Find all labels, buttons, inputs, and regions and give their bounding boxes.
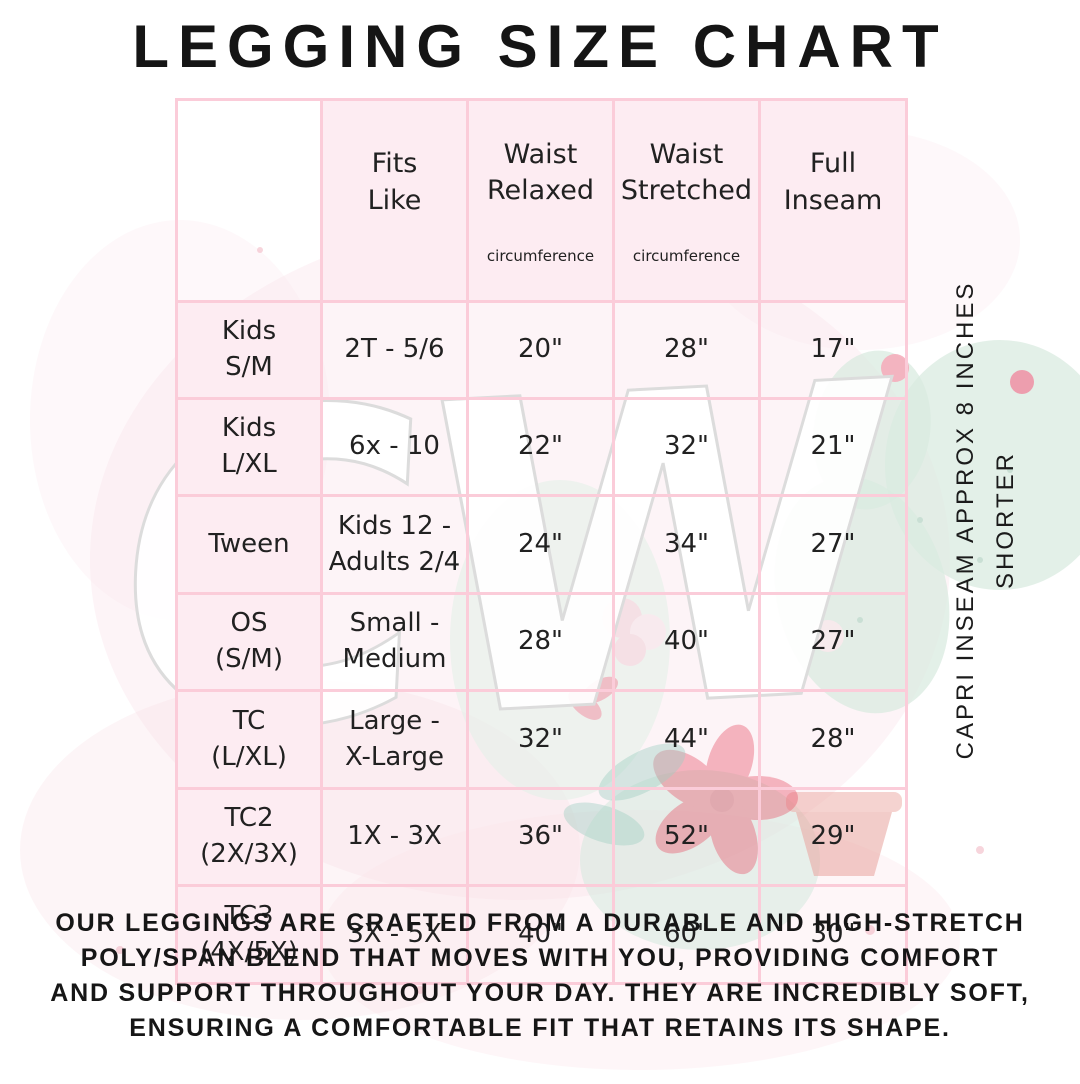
full-inseam-cell: 28" xyxy=(758,689,908,790)
column-header-fits-like: Fits Like xyxy=(320,98,469,303)
fits-like-cell: 3X - 5X xyxy=(320,884,469,985)
full-inseam-cell: 27" xyxy=(758,592,908,692)
table-row: Tween Kids 12 - Adults 2/4 24" 34" 27" xyxy=(175,494,908,595)
size-label-cell: TC2 (2X/3X) xyxy=(175,787,323,887)
table-row: TC3 (4X/5X) 3X - 5X 40" 60" 30" xyxy=(175,884,908,985)
waist-relaxed-cell: 40" xyxy=(466,884,615,985)
product-description: OUR LEGGINGS ARE CRAFTED FROM A DURABLE … xyxy=(50,909,1030,1042)
waist-relaxed-cell: 32" xyxy=(466,689,615,790)
waist-relaxed-cell: 36" xyxy=(466,787,615,887)
waist-relaxed-cell: 20" xyxy=(466,300,615,400)
corner-cell xyxy=(175,98,323,303)
column-header-subtext: circumference xyxy=(632,246,741,265)
size-label-cell: Kids S/M xyxy=(175,300,323,400)
waist-stretched-cell: 28" xyxy=(612,300,761,400)
fits-like-cell: 2T - 5/6 xyxy=(320,300,469,400)
fits-like-cell: 1X - 3X xyxy=(320,787,469,887)
full-inseam-cell: 29" xyxy=(758,787,908,887)
column-header-label: Full Inseam xyxy=(783,148,883,216)
size-label-cell: TC3 (4X/5X) xyxy=(175,884,323,985)
fits-like-cell: Large - X-Large xyxy=(320,689,469,790)
waist-relaxed-cell: 28" xyxy=(466,592,615,692)
table-row: TC (L/XL) Large - X-Large 32" 44" 28" xyxy=(175,689,908,790)
column-header-waist-stretched: Waist Stretched circumference xyxy=(612,98,761,303)
size-label-cell: Tween xyxy=(175,494,323,595)
waist-relaxed-cell: 24" xyxy=(466,494,615,595)
waist-stretched-cell: 32" xyxy=(612,397,761,497)
size-label-cell: Kids L/XL xyxy=(175,397,323,497)
waist-stretched-cell: 34" xyxy=(612,494,761,595)
waist-stretched-cell: 40" xyxy=(612,592,761,692)
table-row: Kids L/XL 6x - 10 22" 32" 21" xyxy=(175,397,908,497)
waist-stretched-cell: 44" xyxy=(612,689,761,790)
full-inseam-cell: 21" xyxy=(758,397,908,497)
waist-relaxed-cell: 22" xyxy=(466,397,615,497)
column-header-label: Fits Like xyxy=(367,148,422,216)
full-inseam-cell: 27" xyxy=(758,494,908,595)
fits-like-cell: Kids 12 - Adults 2/4 xyxy=(320,494,469,595)
column-header-label: Waist Stretched xyxy=(620,138,753,207)
full-inseam-cell: 30" xyxy=(758,884,908,985)
column-header-waist-relaxed: Waist Relaxed circumference xyxy=(466,98,615,303)
waist-stretched-cell: 60" xyxy=(612,884,761,985)
cactus-flower-icon xyxy=(1010,370,1034,394)
table-row: Kids S/M 2T - 5/6 20" 28" 17" xyxy=(175,300,908,400)
table-row: OS (S/M) Small - Medium 28" 40" 27" xyxy=(175,592,908,692)
size-label-cell: OS (S/M) xyxy=(175,592,323,692)
table-row: TC2 (2X/3X) 1X - 3X 36" 52" 29" xyxy=(175,787,908,887)
full-inseam-cell: 17" xyxy=(758,300,908,400)
column-header-label: Waist Relaxed xyxy=(486,138,595,207)
size-label-cell: TC (L/XL) xyxy=(175,689,323,790)
column-header-full-inseam: Full Inseam xyxy=(758,98,908,303)
page-title: LEGGING SIZE CHART xyxy=(132,13,948,80)
fits-like-cell: 6x - 10 xyxy=(320,397,469,497)
size-chart-table: Fits Like Waist Relaxed circumference Wa… xyxy=(175,98,908,985)
capri-inseam-note: CAPRI INSEAM APPROX 8 INCHES SHORTER xyxy=(952,280,1019,760)
header-row: Fits Like Waist Relaxed circumference Wa… xyxy=(175,98,908,303)
column-header-subtext: circumference xyxy=(486,246,595,265)
waist-stretched-cell: 52" xyxy=(612,787,761,887)
fits-like-cell: Small - Medium xyxy=(320,592,469,692)
